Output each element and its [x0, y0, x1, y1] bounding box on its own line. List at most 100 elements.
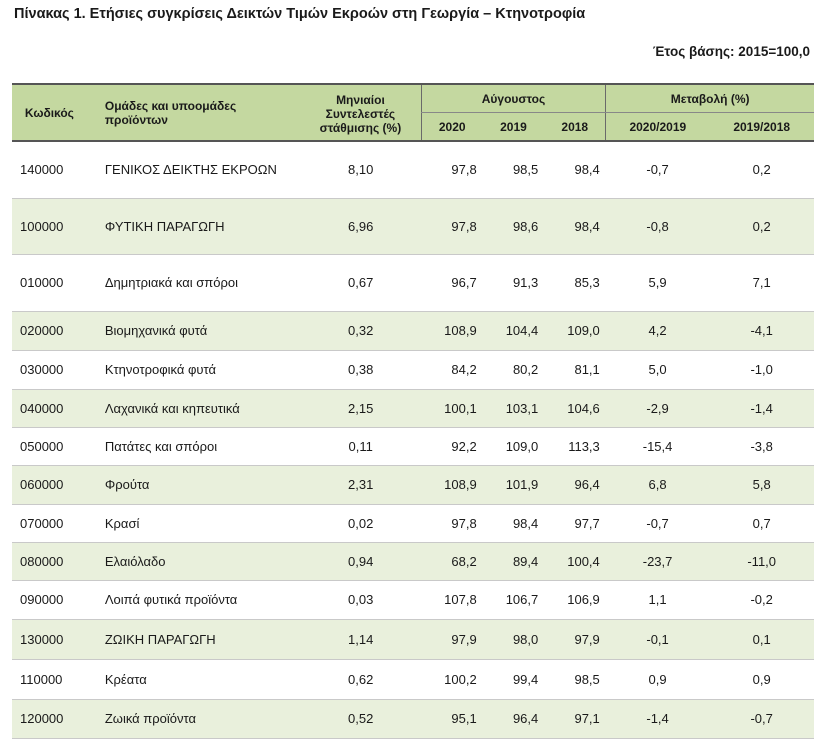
table-row: 120000 Ζωικά προϊόντα 0,52 95,1 96,4 97,1 -1,4…: [12, 699, 814, 739]
header-change-2020-2019: 2020/2019: [605, 112, 710, 142]
row-change-2019-2018: -11,0: [709, 542, 814, 581]
row-value-2019: 101,9: [482, 465, 545, 505]
table-row: 040000 Λαχανικά και κηπευτικά 2,15 100,1 103…: [12, 389, 814, 428]
row-value-2018: 113,3: [544, 427, 606, 466]
row-code: 090000: [12, 580, 87, 620]
row-value-2018: 81,1: [544, 350, 606, 390]
row-change-2019-2018: -3,8: [709, 427, 814, 466]
header-change: Μεταβολή (%): [605, 83, 814, 113]
row-value-2019: 103,1: [482, 389, 545, 428]
row-change-2020-2019: -23,7: [605, 542, 710, 581]
row-change-2019-2018: -4,1: [709, 311, 814, 351]
table-row: 030000 Κτηνοτροφικά φυτά 0,38 84,2 80,2 81,1 5…: [12, 350, 814, 390]
row-code: 030000: [12, 350, 87, 390]
row-weight: 0,11: [300, 427, 422, 466]
row-change-2019-2018: 0,7: [709, 504, 814, 543]
row-name: ΓΕΝΙΚΟΣ ΔΕΙΚΤΗΣ ΕΚΡΟΩΝ: [86, 141, 301, 199]
row-name: ΦΥΤΙΚΗ ΠΑΡΑΓΩΓΗ: [86, 198, 301, 255]
row-value-2020: 92,2: [421, 427, 483, 466]
row-code: 010000: [12, 254, 87, 312]
row-change-2020-2019: -0,7: [605, 504, 710, 543]
row-change-2020-2019: 5,9: [605, 254, 710, 312]
row-value-2018: 106,9: [544, 580, 606, 620]
row-value-2018: 98,5: [544, 659, 606, 700]
row-value-2020: 97,8: [421, 198, 483, 255]
table-row: 020000 Βιομηχανικά φυτά 0,32 108,9 104,4 109,…: [12, 311, 814, 351]
table-row: 130000 ΖΩΙΚΗ ΠΑΡΑΓΩΓΗ 1,14 97,9 98,0 97,9 -0,1…: [12, 619, 814, 660]
row-change-2020-2019: 5,0: [605, 350, 710, 390]
row-change-2020-2019: 1,1: [605, 580, 710, 620]
row-name: Κρασί: [86, 504, 301, 543]
row-value-2019: 96,4: [482, 699, 545, 739]
row-value-2019: 89,4: [482, 542, 545, 581]
row-value-2018: 109,0: [544, 311, 606, 351]
row-value-2018: 98,4: [544, 198, 606, 255]
row-value-2020: 96,7: [421, 254, 483, 312]
row-change-2020-2019: -0,7: [605, 141, 710, 199]
row-value-2018: 96,4: [544, 465, 606, 505]
row-name: Κρέατα: [86, 659, 301, 700]
row-code: 050000: [12, 427, 87, 466]
row-name: Πατάτες και σπόροι: [86, 427, 301, 466]
row-value-2019: 98,0: [482, 619, 545, 660]
row-value-2019: 98,5: [482, 141, 545, 199]
row-weight: 0,67: [300, 254, 422, 312]
row-value-2018: 97,9: [544, 619, 606, 660]
row-value-2019: 98,4: [482, 504, 545, 543]
row-value-2020: 95,1: [421, 699, 483, 739]
header-code: Κωδικός: [12, 83, 87, 142]
row-change-2020-2019: 6,8: [605, 465, 710, 505]
row-change-2019-2018: 0,9: [709, 659, 814, 700]
row-name: ΖΩΙΚΗ ΠΑΡΑΓΩΓΗ: [86, 619, 301, 660]
row-code: 110000: [12, 659, 87, 700]
row-value-2020: 100,2: [421, 659, 483, 700]
row-code: 060000: [12, 465, 87, 505]
row-code: 120000: [12, 699, 87, 739]
row-value-2018: 100,4: [544, 542, 606, 581]
row-value-2019: 80,2: [482, 350, 545, 390]
row-change-2019-2018: -1,4: [709, 389, 814, 428]
row-value-2020: 108,9: [421, 311, 483, 351]
row-change-2020-2019: -0,1: [605, 619, 710, 660]
row-weight: 0,32: [300, 311, 422, 351]
row-change-2020-2019: 4,2: [605, 311, 710, 351]
row-weight: 0,94: [300, 542, 422, 581]
row-value-2020: 97,9: [421, 619, 483, 660]
table-row: 080000 Ελαιόλαδο 0,94 68,2 89,4 100,4 -23,7 -11…: [12, 542, 814, 581]
row-change-2020-2019: -0,8: [605, 198, 710, 255]
row-value-2018: 97,7: [544, 504, 606, 543]
row-change-2019-2018: 0,1: [709, 619, 814, 660]
row-weight: 0,38: [300, 350, 422, 390]
row-value-2018: 85,3: [544, 254, 606, 312]
row-value-2019: 109,0: [482, 427, 545, 466]
header-august: Αύγουστος: [420, 83, 606, 113]
row-change-2019-2018: 0,2: [709, 198, 814, 255]
row-name: Ζωικά προϊόντα: [86, 699, 301, 739]
price-index-table: Κωδικός Ομάδες και υποομάδες προϊόντων Μ…: [12, 83, 814, 739]
table-row: 070000 Κρασί 0,02 97,8 98,4 97,7 -0,7 0,7: [12, 504, 814, 543]
table-row: 090000 Λοιπά φυτικά προϊόντα 0,03 107,8 106,…: [12, 580, 814, 620]
table-row: 060000 Φρούτα 2,31 108,9 101,9 96,4 6,8 5,8: [12, 465, 814, 505]
row-change-2019-2018: 5,8: [709, 465, 814, 505]
row-value-2020: 97,8: [421, 504, 483, 543]
header-year-2020: 2020: [420, 112, 483, 142]
row-weight: 2,31: [300, 465, 422, 505]
row-name: Κτηνοτροφικά φυτά: [86, 350, 301, 390]
row-change-2020-2019: -1,4: [605, 699, 710, 739]
row-name: Βιομηχανικά φυτά: [86, 311, 301, 351]
row-code: 140000: [12, 141, 87, 199]
header-weights: Μηνιαίοι Συντελεστές στάθμισης (%): [300, 83, 422, 142]
row-name: Ελαιόλαδο: [86, 542, 301, 581]
row-change-2019-2018: 0,2: [709, 141, 814, 199]
table-row: 010000 Δημητριακά και σπόροι 0,67 96,7 91,3 8…: [12, 254, 814, 312]
row-value-2019: 106,7: [482, 580, 545, 620]
row-change-2019-2018: -1,0: [709, 350, 814, 390]
base-year: Έτος βάσης: 2015=100,0: [652, 44, 810, 59]
row-name: Λαχανικά και κηπευτικά: [86, 389, 301, 428]
row-weight: 0,62: [300, 659, 422, 700]
row-weight: 0,02: [300, 504, 422, 543]
row-value-2018: 104,6: [544, 389, 606, 428]
header-year-2018: 2018: [544, 112, 606, 142]
row-code: 080000: [12, 542, 87, 581]
header-change-2019-2018: 2019/2018: [709, 112, 814, 142]
